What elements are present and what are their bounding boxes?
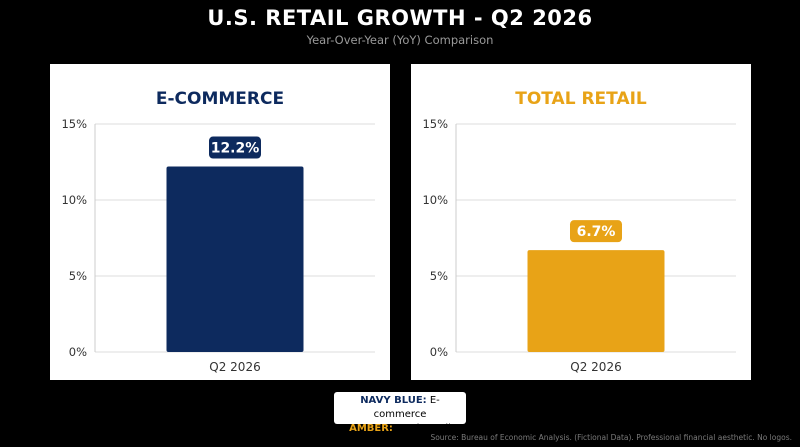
total-retail-x-tick-label: Q2 2026 bbox=[570, 360, 621, 374]
total-retail-chart: TOTAL RETAIL 0% 5% 10% 15% 6.7% Q2 2026 bbox=[422, 89, 736, 374]
legend-key-total-retail: AMBER: bbox=[349, 423, 393, 434]
total-retail-bar bbox=[527, 250, 665, 352]
ecommerce-chart-title: E-COMMERCE bbox=[156, 89, 284, 109]
ecommerce-chart-panel: E-COMMERCE 0% 5% 10% 15% 12.2% Q2 2026 bbox=[50, 64, 390, 380]
total-retail-y-tick-label: 5% bbox=[430, 269, 448, 283]
ecommerce-y-tick-label: 15% bbox=[61, 117, 87, 131]
ecommerce-y-tick-label: 0% bbox=[69, 345, 87, 359]
legend-item-ecommerce: NAVY BLUE: E-commerce bbox=[334, 394, 466, 422]
total-retail-value-badge bbox=[570, 220, 622, 243]
ecommerce-data-label: 12.2% bbox=[211, 141, 260, 157]
ecommerce-value-badge bbox=[209, 136, 261, 159]
total-retail-chart-panel: TOTAL RETAIL 0% 5% 10% 15% 6.7% Q2 2026 bbox=[411, 64, 751, 380]
ecommerce-chart: E-COMMERCE 0% 5% 10% 15% 12.2% Q2 2026 bbox=[61, 89, 375, 374]
total-retail-y-tick-label: 15% bbox=[422, 117, 448, 131]
ecommerce-y-tick-label: 10% bbox=[61, 193, 87, 207]
total-retail-y-tick-label: 10% bbox=[422, 193, 448, 207]
total-retail-data-label: 6.7% bbox=[577, 224, 616, 240]
legend: NAVY BLUE: E-commerce AMBER: Total Retai… bbox=[334, 392, 466, 434]
legend-text-total-retail: Total Retail bbox=[396, 423, 451, 434]
ecommerce-x-tick-label: Q2 2026 bbox=[209, 360, 260, 374]
source-note: Source: Bureau of Economic Analysis. (Fi… bbox=[430, 433, 792, 442]
page-subtitle: Year-Over-Year (YoY) Comparison bbox=[306, 33, 494, 47]
page-title: U.S. RETAIL GROWTH - Q2 2026 bbox=[207, 6, 593, 30]
ecommerce-y-tick-label: 5% bbox=[69, 269, 87, 283]
total-retail-y-tick-label: 0% bbox=[430, 345, 448, 359]
total-retail-chart-title: TOTAL RETAIL bbox=[515, 89, 647, 109]
legend-text-ecommerce: E-commerce bbox=[373, 395, 440, 420]
legend-key-ecommerce: NAVY BLUE: bbox=[360, 395, 427, 406]
ecommerce-bar bbox=[166, 166, 304, 352]
legend-item-total-retail: AMBER: Total Retail bbox=[334, 422, 466, 436]
